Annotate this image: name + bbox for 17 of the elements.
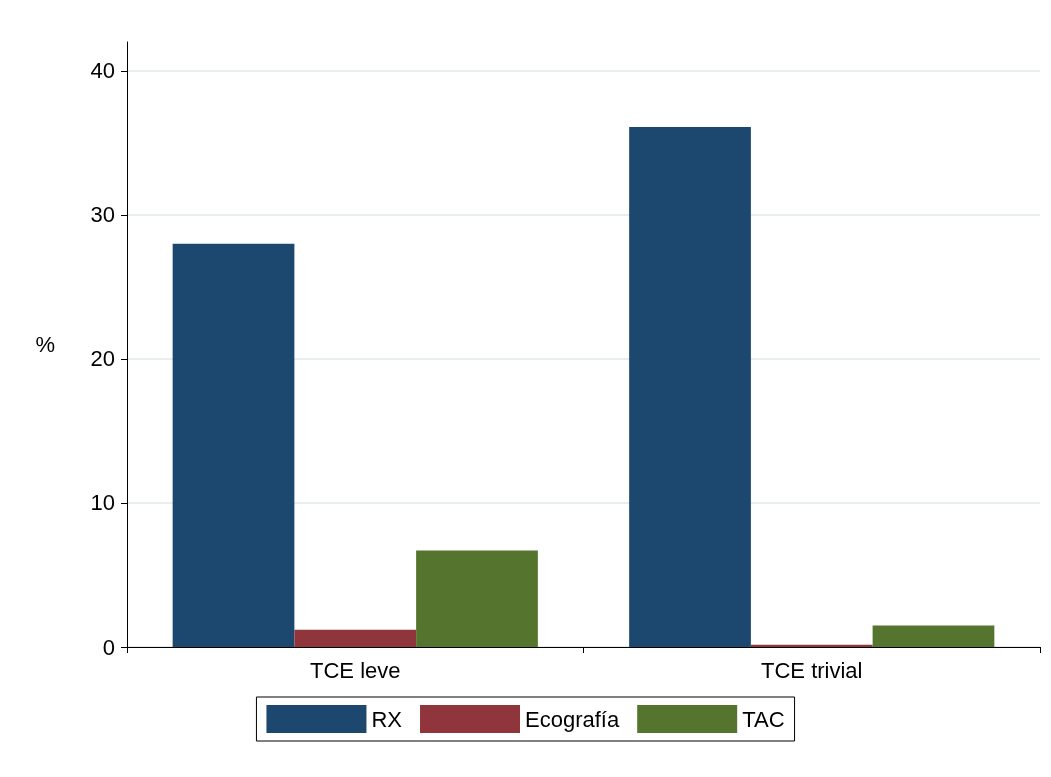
bar xyxy=(294,629,417,647)
y-tick-label: 10 xyxy=(90,490,115,516)
x-tick-label: TCE leve xyxy=(310,657,401,683)
bar xyxy=(172,243,295,647)
bar xyxy=(750,644,873,647)
legend-label: Ecografía xyxy=(525,706,620,732)
x-tick-label: TCE trivial xyxy=(761,657,863,683)
bar xyxy=(629,126,751,647)
legend-label: RX xyxy=(371,706,403,732)
y-tick-label: 20 xyxy=(90,346,115,372)
bar xyxy=(416,550,538,647)
y-tick-label: 0 xyxy=(102,634,115,660)
bar xyxy=(872,625,995,647)
y-axis-title: % xyxy=(35,332,55,357)
legend-label: TAC xyxy=(742,706,785,732)
y-tick-label: 30 xyxy=(90,202,115,228)
y-tick-label: 40 xyxy=(90,58,115,84)
